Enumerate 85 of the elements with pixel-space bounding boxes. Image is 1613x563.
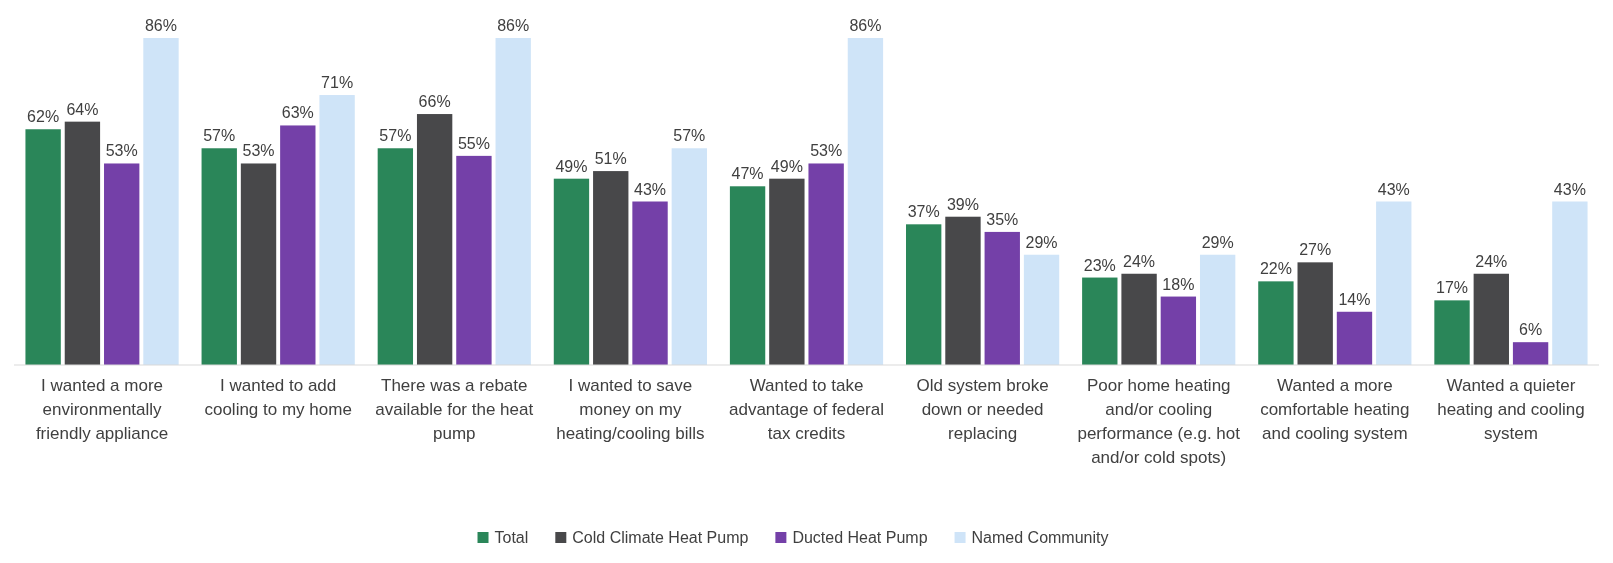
bar [416, 114, 453, 365]
bar [104, 163, 140, 365]
data-label: 57% [673, 127, 706, 145]
legend-label: Total [494, 529, 529, 546]
data-label: 22% [1259, 260, 1292, 278]
bar [240, 163, 277, 365]
bar [280, 125, 316, 365]
bar [553, 178, 590, 365]
x-tick-label: Old system broke down or needed replacing [916, 376, 1049, 443]
bar [1434, 300, 1470, 365]
x-tick-label: Wanted a more comfortable heating and cooling system [1260, 376, 1410, 443]
legend-label: Cold Climate Heat Pump [572, 529, 749, 546]
data-label: 86% [144, 17, 177, 34]
data-label: 57% [203, 127, 236, 145]
data-label: 6% [1519, 321, 1543, 339]
legend-label: Ducted Heat Pump [792, 529, 928, 546]
data-label: 49% [770, 157, 803, 175]
x-tick-label: I wanted to save money on my heating/cooling bills [556, 376, 705, 443]
bar [1552, 201, 1588, 365]
data-label: 49% [555, 157, 588, 175]
data-label: 37% [907, 203, 940, 221]
x-tick-label: Wanted to take advantage of federal tax credits [728, 376, 885, 443]
data-label: 53% [242, 142, 275, 160]
x-tick-label: Poor home heating and/or cooling performance (e.g. hot and/or cold spots) [1077, 376, 1241, 467]
legend-label: Named Community [971, 529, 1109, 546]
bar [319, 95, 355, 365]
bar [201, 148, 237, 365]
data-label: 53% [105, 142, 138, 160]
data-label: 18% [1162, 275, 1195, 293]
bar [377, 148, 414, 365]
bar [1376, 201, 1412, 365]
data-label: 43% [1377, 180, 1410, 198]
bar [1160, 296, 1197, 365]
bar [1121, 273, 1157, 365]
bar [1336, 311, 1373, 365]
data-label: 51% [594, 150, 627, 168]
data-label: 66% [418, 93, 451, 111]
data-label: 64% [66, 100, 99, 118]
data-label: 35% [986, 210, 1019, 228]
bar [729, 186, 766, 365]
bar [1297, 262, 1333, 365]
bar [1258, 281, 1294, 365]
bar [1512, 342, 1549, 365]
data-label: 24% [1475, 252, 1508, 270]
data-label: 53% [810, 142, 843, 160]
bar [1023, 254, 1060, 365]
data-label: 43% [634, 180, 667, 198]
data-label: 29% [1025, 233, 1058, 251]
data-label: 14% [1338, 290, 1371, 308]
data-label: 17% [1436, 279, 1469, 297]
bar [456, 155, 492, 365]
bar [671, 148, 707, 365]
bar [593, 171, 629, 365]
bar [808, 163, 844, 365]
data-label: 55% [457, 134, 490, 152]
data-label: 47% [731, 165, 764, 183]
data-label: 29% [1201, 233, 1234, 251]
bar [25, 129, 61, 365]
bar [64, 121, 101, 365]
data-label: 57% [379, 127, 412, 145]
bar [143, 38, 179, 365]
data-label: 23% [1083, 256, 1116, 274]
x-tick-label: I wanted a more environmentally friendly appliance [35, 376, 169, 443]
bar [847, 38, 884, 365]
x-tick-label: Wanted a quieter heating and cooling system [1437, 376, 1585, 443]
x-tick-label: I wanted to add cooling to my home [204, 376, 352, 419]
data-label: 27% [1299, 241, 1332, 259]
data-label: 43% [1553, 180, 1586, 198]
bar [632, 201, 668, 365]
bar [984, 231, 1020, 365]
data-label: 86% [497, 17, 530, 34]
bar [945, 216, 981, 365]
data-label: 24% [1123, 252, 1156, 270]
data-label: 63% [281, 104, 314, 122]
bar [1199, 254, 1236, 365]
data-label: 62% [27, 108, 60, 126]
data-label: 86% [849, 17, 882, 34]
x-tick-label: There was a rebate available for the heat pump [375, 376, 534, 443]
bar [1082, 277, 1118, 365]
bar [495, 38, 531, 365]
data-label: 39% [946, 195, 979, 213]
data-label: 71% [321, 74, 354, 92]
bar [906, 224, 942, 365]
bar [1473, 273, 1509, 365]
bar [769, 178, 805, 365]
